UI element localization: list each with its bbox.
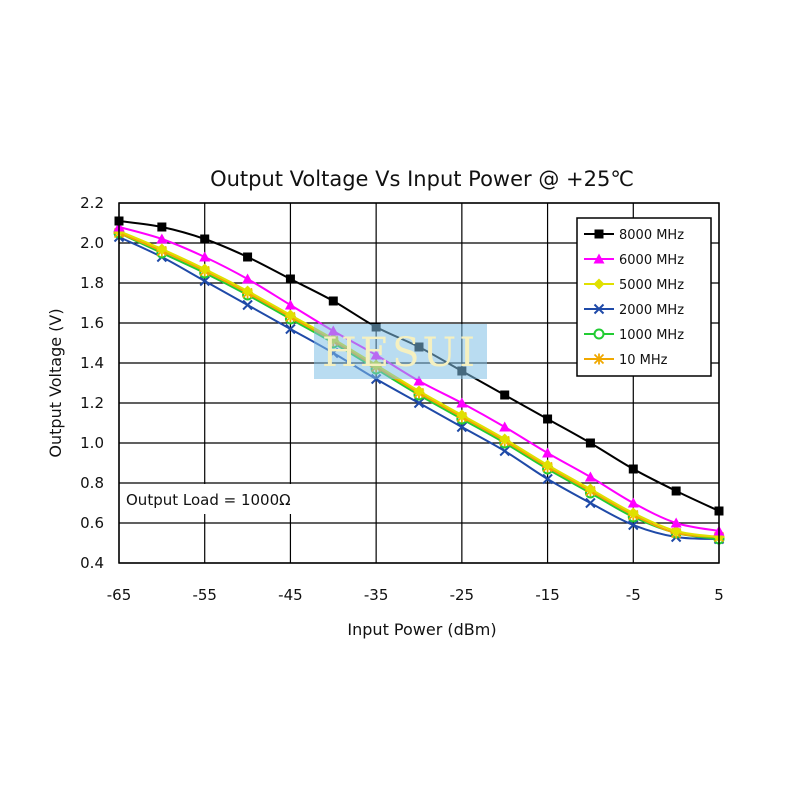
data-point <box>456 397 468 408</box>
data-point <box>585 497 596 509</box>
legend-item: 8000 MHz <box>584 228 684 243</box>
data-point <box>627 497 639 508</box>
output-load-annotation: Output Load = 1000Ω <box>126 491 291 509</box>
data-point <box>670 525 682 537</box>
y-tick-label: 1.4 <box>80 354 104 372</box>
y-tick-label: 0.4 <box>80 554 104 572</box>
data-point <box>628 519 639 531</box>
legend-marker <box>594 229 604 239</box>
legend-label: 10 MHz <box>619 353 668 368</box>
data-point <box>199 251 211 262</box>
x-tick-label: -35 <box>364 586 389 604</box>
data-point <box>413 375 425 386</box>
data-point <box>157 222 167 232</box>
data-point <box>200 234 210 244</box>
data-point <box>456 409 468 421</box>
x-tick-label: -55 <box>192 586 217 604</box>
data-point <box>628 464 638 474</box>
watermark: HESUI <box>314 324 487 379</box>
data-point <box>585 438 595 448</box>
data-point <box>243 252 253 262</box>
y-tick-label: 2.2 <box>80 194 104 212</box>
legend-marker <box>593 253 605 264</box>
tick-layer: -65 -55 -45 -35 -25 -15 -5 50.40.60.81.01.21.41… <box>80 194 724 604</box>
data-point <box>284 299 296 310</box>
annotation-box: Output Load = 1000Ω <box>121 484 347 514</box>
data-point <box>584 471 596 482</box>
data-point <box>671 486 681 496</box>
legend-label: 5000 MHz <box>619 278 684 293</box>
data-point <box>328 296 338 306</box>
y-tick-label: 1.2 <box>80 394 104 412</box>
x-tick-label: -65 <box>107 586 132 604</box>
data-point <box>499 433 511 445</box>
data-point <box>670 517 682 528</box>
watermark-text: HESUI <box>322 330 478 376</box>
data-point <box>242 299 253 311</box>
annotation-background <box>121 484 347 514</box>
data-point <box>284 309 296 321</box>
data-point <box>584 483 596 495</box>
legend-item: 1000 MHz <box>584 328 684 343</box>
data-point <box>413 385 425 397</box>
data-point <box>499 445 510 457</box>
x-tick-label: 5 <box>714 586 724 604</box>
data-point <box>627 507 639 519</box>
watermark-background <box>314 324 487 379</box>
legend-item: 6000 MHz <box>584 253 684 268</box>
x-tick-label: -15 <box>535 586 560 604</box>
legend-marker <box>593 278 605 290</box>
legend-label: 6000 MHz <box>619 253 684 268</box>
legend: 8000 MHz 6000 MHz 5000 MHz 2000 MHz 1000 MHz… <box>576 217 712 377</box>
data-point <box>156 233 168 244</box>
data-point <box>542 459 554 471</box>
legend-label: 2000 MHz <box>619 303 684 318</box>
x-tick-label: -45 <box>278 586 303 604</box>
data-point <box>499 421 511 432</box>
data-point <box>199 263 211 275</box>
legend-box <box>576 217 712 377</box>
y-tick-label: 1.6 <box>80 314 104 332</box>
y-axis-label: Output Voltage (V) <box>46 308 65 457</box>
x-tick-label: -25 <box>450 586 475 604</box>
data-point <box>543 414 553 424</box>
y-tick-label: 1.0 <box>80 434 104 452</box>
y-tick-label: 1.8 <box>80 274 104 292</box>
legend-label: 8000 MHz <box>619 228 684 243</box>
data-point <box>242 273 254 284</box>
legend-label: 1000 MHz <box>619 328 684 343</box>
plot-frame <box>118 202 720 564</box>
x-tick-label: -5 <box>626 586 641 604</box>
legend-marker <box>593 303 605 315</box>
data-point <box>456 421 468 433</box>
chart-title: Output Voltage Vs Input Power @ +25℃ <box>210 167 634 191</box>
y-tick-label: 0.8 <box>80 474 104 492</box>
data-point <box>413 397 425 409</box>
legend-marker <box>593 328 605 340</box>
legend-marker <box>593 353 605 365</box>
legend-item: 10 MHz <box>584 353 668 368</box>
data-point <box>285 323 296 335</box>
legend-item: 5000 MHz <box>584 278 684 293</box>
y-tick-label: 2.0 <box>80 234 104 252</box>
data-point <box>242 285 254 297</box>
data-point <box>542 473 553 485</box>
data-point <box>285 274 295 284</box>
data-point <box>156 243 168 255</box>
legend-item: 2000 MHz <box>584 303 684 318</box>
data-point <box>542 447 554 458</box>
data-point <box>500 390 510 400</box>
data-point <box>199 275 210 287</box>
x-axis-label: Input Power (dBm) <box>347 620 496 639</box>
y-tick-label: 0.6 <box>80 514 104 532</box>
